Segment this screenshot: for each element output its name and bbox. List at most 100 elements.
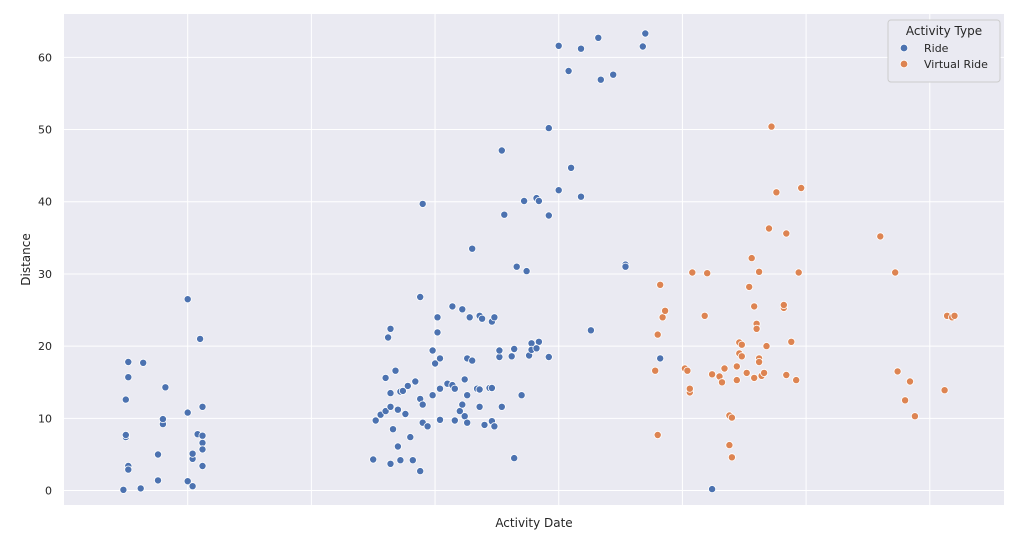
ride-point — [431, 359, 440, 368]
ride-point — [371, 416, 380, 425]
virtual-ride-point — [653, 330, 662, 339]
virtual-ride-point — [893, 367, 902, 376]
ride-point — [450, 384, 459, 393]
ride-point — [188, 449, 197, 458]
ride-point — [517, 391, 526, 400]
virtual-ride-point — [906, 377, 915, 386]
virtual-ride-point — [752, 324, 761, 333]
ride-point — [458, 400, 467, 409]
ride-point — [393, 405, 402, 414]
ride-point — [386, 459, 395, 468]
virtual-ride-point — [797, 183, 806, 192]
ride-point — [450, 416, 459, 425]
y-tick-label: 10 — [38, 412, 52, 425]
ride-point — [656, 354, 665, 363]
ride-point — [183, 477, 192, 486]
ride-point — [136, 484, 145, 493]
legend-label-ride: Ride — [924, 42, 949, 55]
virtual-ride-point — [688, 268, 697, 277]
ride-point — [460, 375, 469, 384]
ride-point — [386, 389, 395, 398]
legend-marker-ride — [899, 43, 909, 53]
ride-point — [433, 328, 442, 337]
ride-point — [153, 476, 162, 485]
virtual-ride-point — [755, 357, 764, 366]
ride-point — [554, 186, 563, 195]
virtual-ride-point — [685, 384, 694, 393]
legend-label-virtual-ride: Virtual Ride — [924, 58, 988, 71]
virtual-ride-point — [910, 412, 919, 421]
virtual-ride-point — [732, 362, 741, 371]
ride-point — [183, 408, 192, 417]
ride-point — [124, 465, 133, 474]
ride-point — [594, 33, 603, 42]
virtual-ride-point — [708, 370, 717, 379]
virtual-ride-point — [653, 430, 662, 439]
virtual-ride-point — [727, 453, 736, 462]
virtual-ride-point — [772, 188, 781, 197]
virtual-ride-point — [661, 306, 670, 315]
ride-point — [564, 67, 573, 76]
ride-point — [500, 210, 509, 219]
virtual-ride-point — [901, 396, 910, 405]
ride-point — [198, 402, 207, 411]
ride-point — [398, 386, 407, 395]
ride-point — [416, 467, 425, 476]
ride-point — [428, 346, 437, 355]
ride-point — [520, 196, 529, 205]
plot-background — [64, 14, 1004, 505]
ride-point — [510, 344, 519, 353]
ride-point — [544, 124, 553, 133]
ride-point — [386, 402, 395, 411]
ride-point — [475, 385, 484, 394]
ride-point — [478, 314, 487, 323]
ride-point — [406, 433, 415, 442]
virtual-ride-point — [651, 366, 660, 375]
ride-point — [554, 41, 563, 50]
ride-point — [490, 422, 499, 431]
virtual-ride-point — [755, 267, 764, 276]
virtual-ride-point — [737, 352, 746, 361]
ride-point — [158, 415, 167, 424]
virtual-ride-point — [683, 366, 692, 375]
x-axis-label: Activity Date — [495, 516, 572, 530]
ride-point — [638, 42, 647, 51]
virtual-ride-point — [794, 268, 803, 277]
ride-point — [198, 461, 207, 470]
virtual-ride-point — [656, 280, 665, 289]
ride-point — [641, 29, 650, 38]
ride-point — [609, 70, 618, 79]
ride-point — [428, 391, 437, 400]
ride-point — [391, 366, 400, 375]
ride-point — [621, 262, 630, 271]
ride-point — [384, 333, 393, 342]
virtual-ride-point — [703, 269, 712, 278]
y-tick-labels: 0 10 20 30 40 50 60 — [38, 51, 52, 497]
ride-point — [188, 482, 197, 491]
ride-point — [121, 430, 130, 439]
virtual-ride-point — [725, 441, 734, 450]
virtual-ride-point — [762, 342, 771, 351]
y-tick-label: 60 — [38, 51, 52, 64]
ride-point — [198, 445, 207, 454]
virtual-ride-point — [737, 340, 746, 349]
legend-marker-virtual-ride — [899, 59, 909, 69]
virtual-ride-point — [727, 413, 736, 422]
virtual-ride-point — [700, 311, 709, 320]
ride-point — [468, 356, 477, 365]
virtual-ride-point — [745, 282, 754, 291]
ride-point — [475, 402, 484, 411]
ride-point — [139, 358, 148, 367]
ride-point — [388, 425, 397, 434]
ride-point — [487, 383, 496, 392]
y-tick-label: 0 — [45, 485, 52, 498]
ride-point — [119, 485, 128, 494]
virtual-ride-point — [765, 224, 774, 233]
ride-point — [121, 395, 130, 404]
ride-point — [411, 377, 420, 386]
data-points — [119, 29, 959, 494]
ride-point — [435, 415, 444, 424]
ride-point — [423, 422, 432, 431]
ride-point — [577, 44, 586, 53]
